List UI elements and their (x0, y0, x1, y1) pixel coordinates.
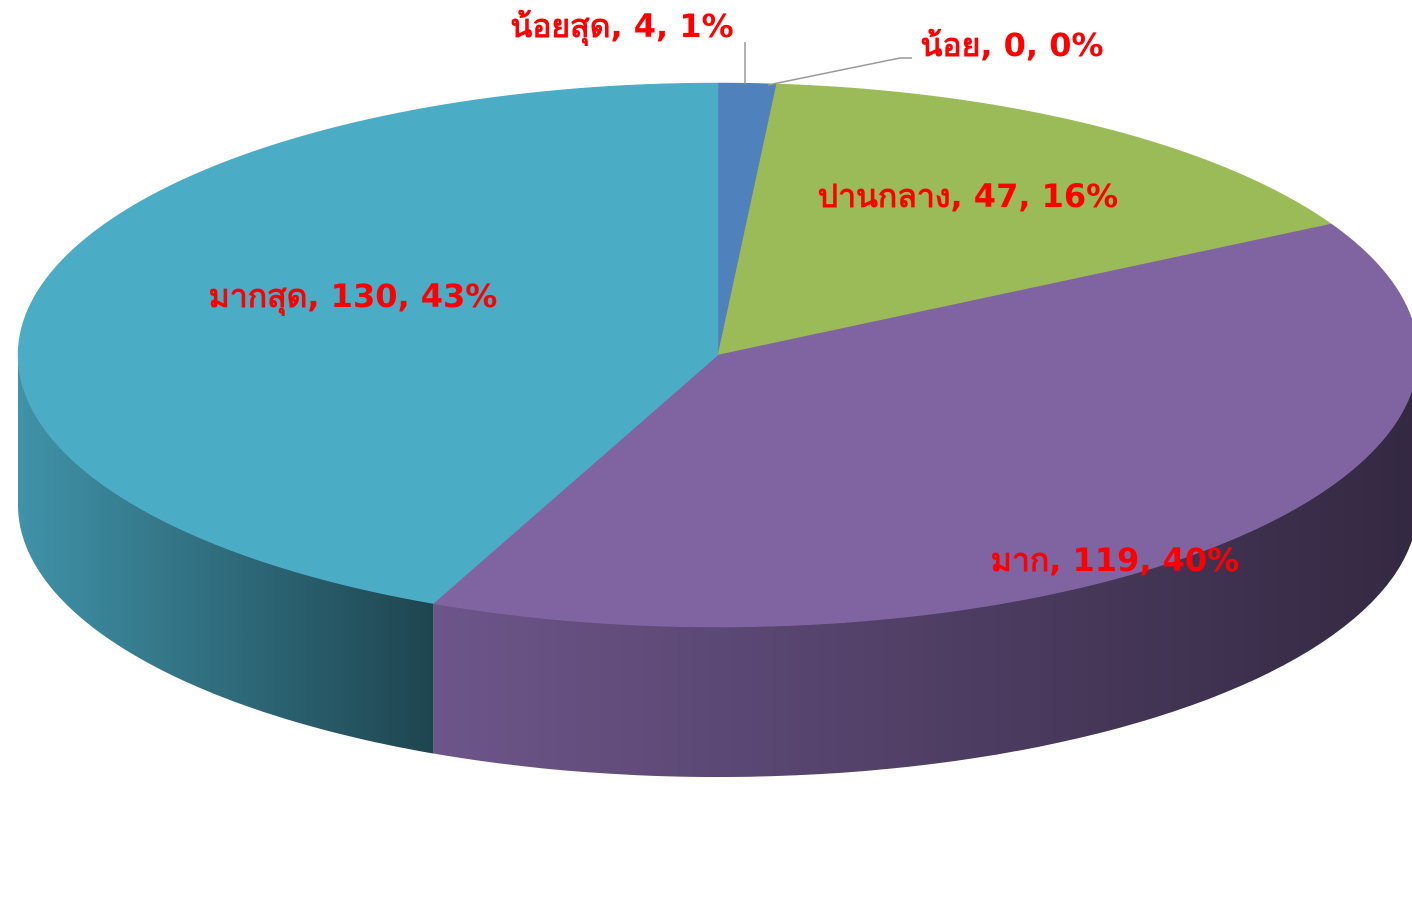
pie-side-shade (433, 390, 1412, 777)
data-label: มาก, 119, 40% (991, 541, 1239, 579)
data-label: น้อย, 0, 0% (920, 26, 1103, 64)
leader-line (767, 57, 912, 86)
data-label: น้อยสุด, 4, 1% (510, 7, 733, 47)
data-label: ปานกลาง, 47, 16% (818, 177, 1118, 215)
pie-side-shade (18, 355, 434, 754)
pie-slice (717, 83, 1333, 356)
pie-slice (17, 82, 719, 604)
data-label: มากสุด, 130, 43% (209, 277, 498, 317)
pie-slice (432, 223, 1412, 628)
